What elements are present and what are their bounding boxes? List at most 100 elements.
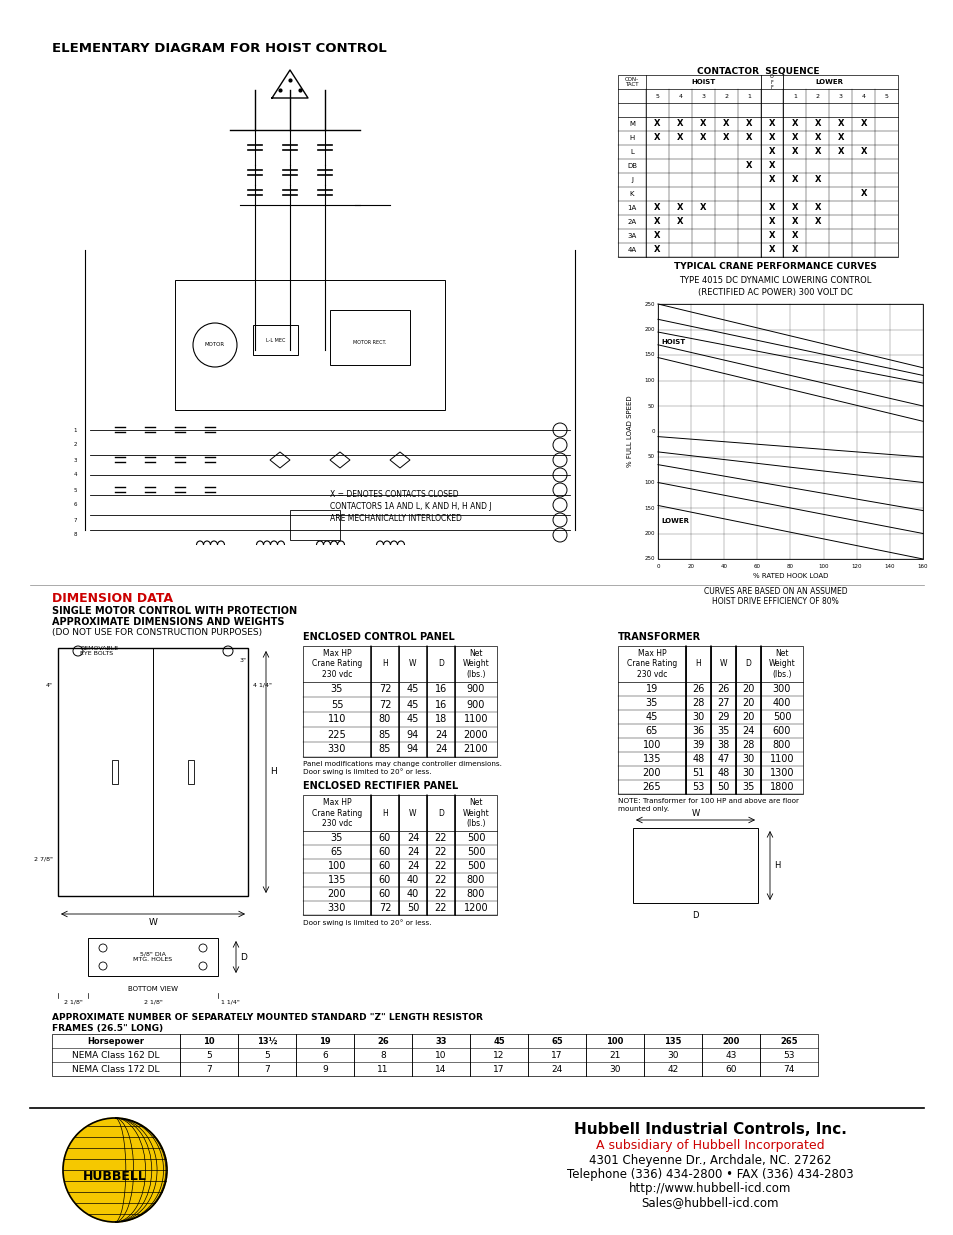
Text: 500: 500 bbox=[772, 713, 790, 722]
Bar bbox=[618, 646, 802, 794]
Text: 60: 60 bbox=[378, 876, 391, 885]
Text: 94: 94 bbox=[406, 745, 418, 755]
Text: 140: 140 bbox=[883, 564, 894, 569]
Text: Door swing is limited to 20° or less.: Door swing is limited to 20° or less. bbox=[303, 919, 431, 926]
Text: 265: 265 bbox=[642, 782, 660, 792]
Text: MOTOR RECT.: MOTOR RECT. bbox=[353, 340, 386, 345]
Text: D: D bbox=[437, 809, 443, 818]
Bar bbox=[330, 310, 410, 366]
Text: (RECTIFIED AC POWER) 300 VOLT DC: (RECTIFIED AC POWER) 300 VOLT DC bbox=[698, 288, 852, 296]
Text: W: W bbox=[149, 918, 157, 927]
Text: 74: 74 bbox=[782, 1065, 794, 1073]
Text: 65: 65 bbox=[551, 1036, 562, 1046]
Text: 2100: 2100 bbox=[463, 745, 488, 755]
Text: 800: 800 bbox=[466, 876, 485, 885]
Text: X = DENOTES CONTACTS CLOSED
CONTACTORS 1A AND L, K AND H, H AND J
ARE MECHANICAL: X = DENOTES CONTACTS CLOSED CONTACTORS 1… bbox=[330, 490, 491, 522]
Bar bbox=[174, 280, 444, 410]
Text: 6: 6 bbox=[322, 1051, 328, 1060]
Text: NEMA Class 172 DL: NEMA Class 172 DL bbox=[72, 1065, 159, 1073]
Text: 1: 1 bbox=[792, 94, 796, 99]
Text: 35: 35 bbox=[331, 684, 343, 694]
Text: 5: 5 bbox=[655, 94, 659, 99]
Text: L-L MEC: L-L MEC bbox=[266, 337, 285, 342]
Text: X: X bbox=[768, 217, 775, 226]
Text: % FULL LOAD SPEED: % FULL LOAD SPEED bbox=[626, 395, 633, 467]
Text: 16: 16 bbox=[435, 684, 447, 694]
Text: 48: 48 bbox=[717, 768, 729, 778]
Text: X: X bbox=[745, 133, 752, 142]
Text: 30: 30 bbox=[666, 1051, 678, 1060]
Text: 21: 21 bbox=[609, 1051, 620, 1060]
Text: 17: 17 bbox=[551, 1051, 562, 1060]
Text: 16: 16 bbox=[435, 699, 447, 709]
Text: 10: 10 bbox=[435, 1051, 446, 1060]
Text: 500: 500 bbox=[466, 861, 485, 871]
Text: W: W bbox=[409, 659, 416, 668]
Text: 0: 0 bbox=[651, 429, 655, 433]
Text: 200: 200 bbox=[721, 1036, 739, 1046]
Text: 30: 30 bbox=[741, 755, 754, 764]
Text: 8: 8 bbox=[379, 1051, 385, 1060]
Text: X: X bbox=[860, 120, 866, 128]
Text: 85: 85 bbox=[378, 730, 391, 740]
Bar bbox=[618, 75, 897, 257]
Text: X: X bbox=[768, 162, 775, 170]
Bar bbox=[188, 760, 193, 784]
Text: Hubbell Industrial Controls, Inc.: Hubbell Industrial Controls, Inc. bbox=[573, 1123, 845, 1137]
Text: X: X bbox=[814, 133, 821, 142]
Text: MOTOR: MOTOR bbox=[205, 342, 225, 347]
Text: 36: 36 bbox=[692, 726, 704, 736]
Text: Net
Weight
(lbs.): Net Weight (lbs.) bbox=[462, 798, 489, 827]
Text: 250: 250 bbox=[644, 301, 655, 306]
Text: 50: 50 bbox=[717, 782, 729, 792]
Text: A subsidiary of Hubbell Incorporated: A subsidiary of Hubbell Incorporated bbox=[595, 1139, 823, 1152]
Text: 24: 24 bbox=[741, 726, 754, 736]
Text: 53: 53 bbox=[782, 1051, 794, 1060]
Text: X: X bbox=[791, 217, 798, 226]
Text: X: X bbox=[814, 204, 821, 212]
Text: 2: 2 bbox=[815, 94, 819, 99]
Text: X: X bbox=[791, 175, 798, 184]
Text: 3: 3 bbox=[838, 94, 841, 99]
Text: 135: 135 bbox=[328, 876, 346, 885]
Text: 72: 72 bbox=[378, 699, 391, 709]
Text: 600: 600 bbox=[772, 726, 790, 736]
Bar bbox=[290, 510, 339, 540]
Text: 45: 45 bbox=[406, 715, 418, 725]
Text: 100: 100 bbox=[642, 740, 660, 750]
Text: (DO NOT USE FOR CONSTRUCTION PURPOSES): (DO NOT USE FOR CONSTRUCTION PURPOSES) bbox=[52, 629, 262, 637]
Text: 2: 2 bbox=[73, 442, 76, 447]
Text: X: X bbox=[700, 133, 706, 142]
Text: 900: 900 bbox=[466, 699, 485, 709]
Text: 20: 20 bbox=[741, 713, 754, 722]
Text: Sales@hubbell-icd.com: Sales@hubbell-icd.com bbox=[640, 1195, 778, 1209]
Text: 1300: 1300 bbox=[769, 768, 794, 778]
Text: 42: 42 bbox=[667, 1065, 678, 1073]
Text: H: H bbox=[629, 135, 634, 141]
Text: D: D bbox=[745, 659, 751, 668]
Text: 22: 22 bbox=[435, 861, 447, 871]
Text: D: D bbox=[692, 911, 698, 920]
Text: 35: 35 bbox=[645, 698, 658, 708]
Text: 45: 45 bbox=[406, 699, 418, 709]
Text: 5/8" DIA
MTG. HOLES: 5/8" DIA MTG. HOLES bbox=[133, 952, 172, 962]
Text: 65: 65 bbox=[331, 847, 343, 857]
Text: H: H bbox=[382, 659, 388, 668]
Text: TYPE 4015 DC DYNAMIC LOWERING CONTROL: TYPE 4015 DC DYNAMIC LOWERING CONTROL bbox=[679, 275, 871, 285]
Bar bbox=[633, 827, 758, 903]
Text: X: X bbox=[814, 217, 821, 226]
Text: 4301 Cheyenne Dr., Archdale, NC. 27262: 4301 Cheyenne Dr., Archdale, NC. 27262 bbox=[588, 1153, 830, 1167]
Text: O
F
F: O F F bbox=[769, 74, 773, 90]
Text: W: W bbox=[719, 659, 726, 668]
Text: D: D bbox=[240, 952, 247, 962]
Text: Max HP
Crane Rating
230 vdc: Max HP Crane Rating 230 vdc bbox=[312, 798, 362, 827]
Text: 5: 5 bbox=[73, 488, 76, 493]
Bar bbox=[58, 648, 248, 897]
Text: ENCLOSED RECTIFIER PANEL: ENCLOSED RECTIFIER PANEL bbox=[303, 781, 457, 790]
Text: 330: 330 bbox=[328, 745, 346, 755]
Text: X: X bbox=[768, 120, 775, 128]
Text: 60: 60 bbox=[378, 861, 391, 871]
Text: DIMENSION DATA: DIMENSION DATA bbox=[52, 592, 172, 605]
Text: X: X bbox=[791, 204, 798, 212]
Text: 38: 38 bbox=[717, 740, 729, 750]
